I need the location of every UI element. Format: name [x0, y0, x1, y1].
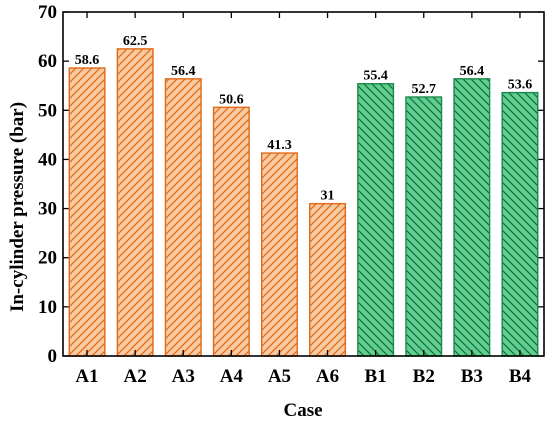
bar-A1: [68, 67, 106, 357]
x-tick-label-B2: B2: [413, 366, 435, 387]
x-axis-title: Case: [283, 400, 322, 421]
y-axis-title: In-cylinder pressure (bar): [7, 102, 28, 312]
bar-A6: [309, 202, 347, 357]
data-label-A2: 62.5: [123, 34, 148, 49]
x-tick-label-B3: B3: [461, 366, 483, 387]
y-tick-label: 60: [38, 51, 57, 72]
data-label-B2: 52.7: [412, 82, 437, 97]
y-tick-label: 10: [38, 297, 57, 318]
y-tick-label: 40: [38, 149, 57, 170]
bar-A5: [260, 152, 298, 357]
bar-B3: [453, 78, 491, 357]
bar-B1: [357, 83, 395, 357]
x-tick-label-A3: A3: [172, 366, 195, 387]
y-tick-label: 0: [48, 346, 58, 367]
bar-B4: [501, 91, 539, 357]
x-tick-label-A2: A2: [124, 366, 147, 387]
plot-frame: [62, 11, 545, 357]
x-tick-label-A5: A5: [268, 366, 291, 387]
data-label-A3: 56.4: [171, 64, 196, 79]
bar-A4: [212, 106, 250, 357]
data-label-B3: 56.4: [460, 64, 485, 79]
x-tick-label-A1: A1: [75, 366, 98, 387]
data-label-B4: 53.6: [508, 78, 533, 93]
y-tick-label: 30: [38, 199, 57, 220]
data-label-B1: 55.4: [363, 69, 388, 84]
x-tick-label-B4: B4: [509, 366, 532, 387]
data-label-A1: 58.6: [75, 53, 100, 68]
bar-A3: [164, 78, 202, 357]
x-tick-label-A4: A4: [220, 366, 244, 387]
x-tick-label-A6: A6: [316, 366, 339, 387]
data-label-A5: 41.3: [267, 138, 292, 153]
plot-area: 0 10 20 30 40 50 60 70 58.6 A1 62.5 A2 56.4 A3 50.6 A4 4…: [38, 2, 545, 387]
y-tick-label: 50: [38, 100, 57, 121]
bar-B2: [405, 96, 443, 357]
y-tick-label: 70: [38, 2, 57, 23]
x-tick-label-B1: B1: [365, 366, 387, 387]
data-label-A6: 31: [321, 189, 335, 204]
bar-A2: [116, 48, 154, 357]
data-label-A4: 50.6: [219, 92, 244, 107]
y-tick-label: 20: [38, 248, 57, 269]
